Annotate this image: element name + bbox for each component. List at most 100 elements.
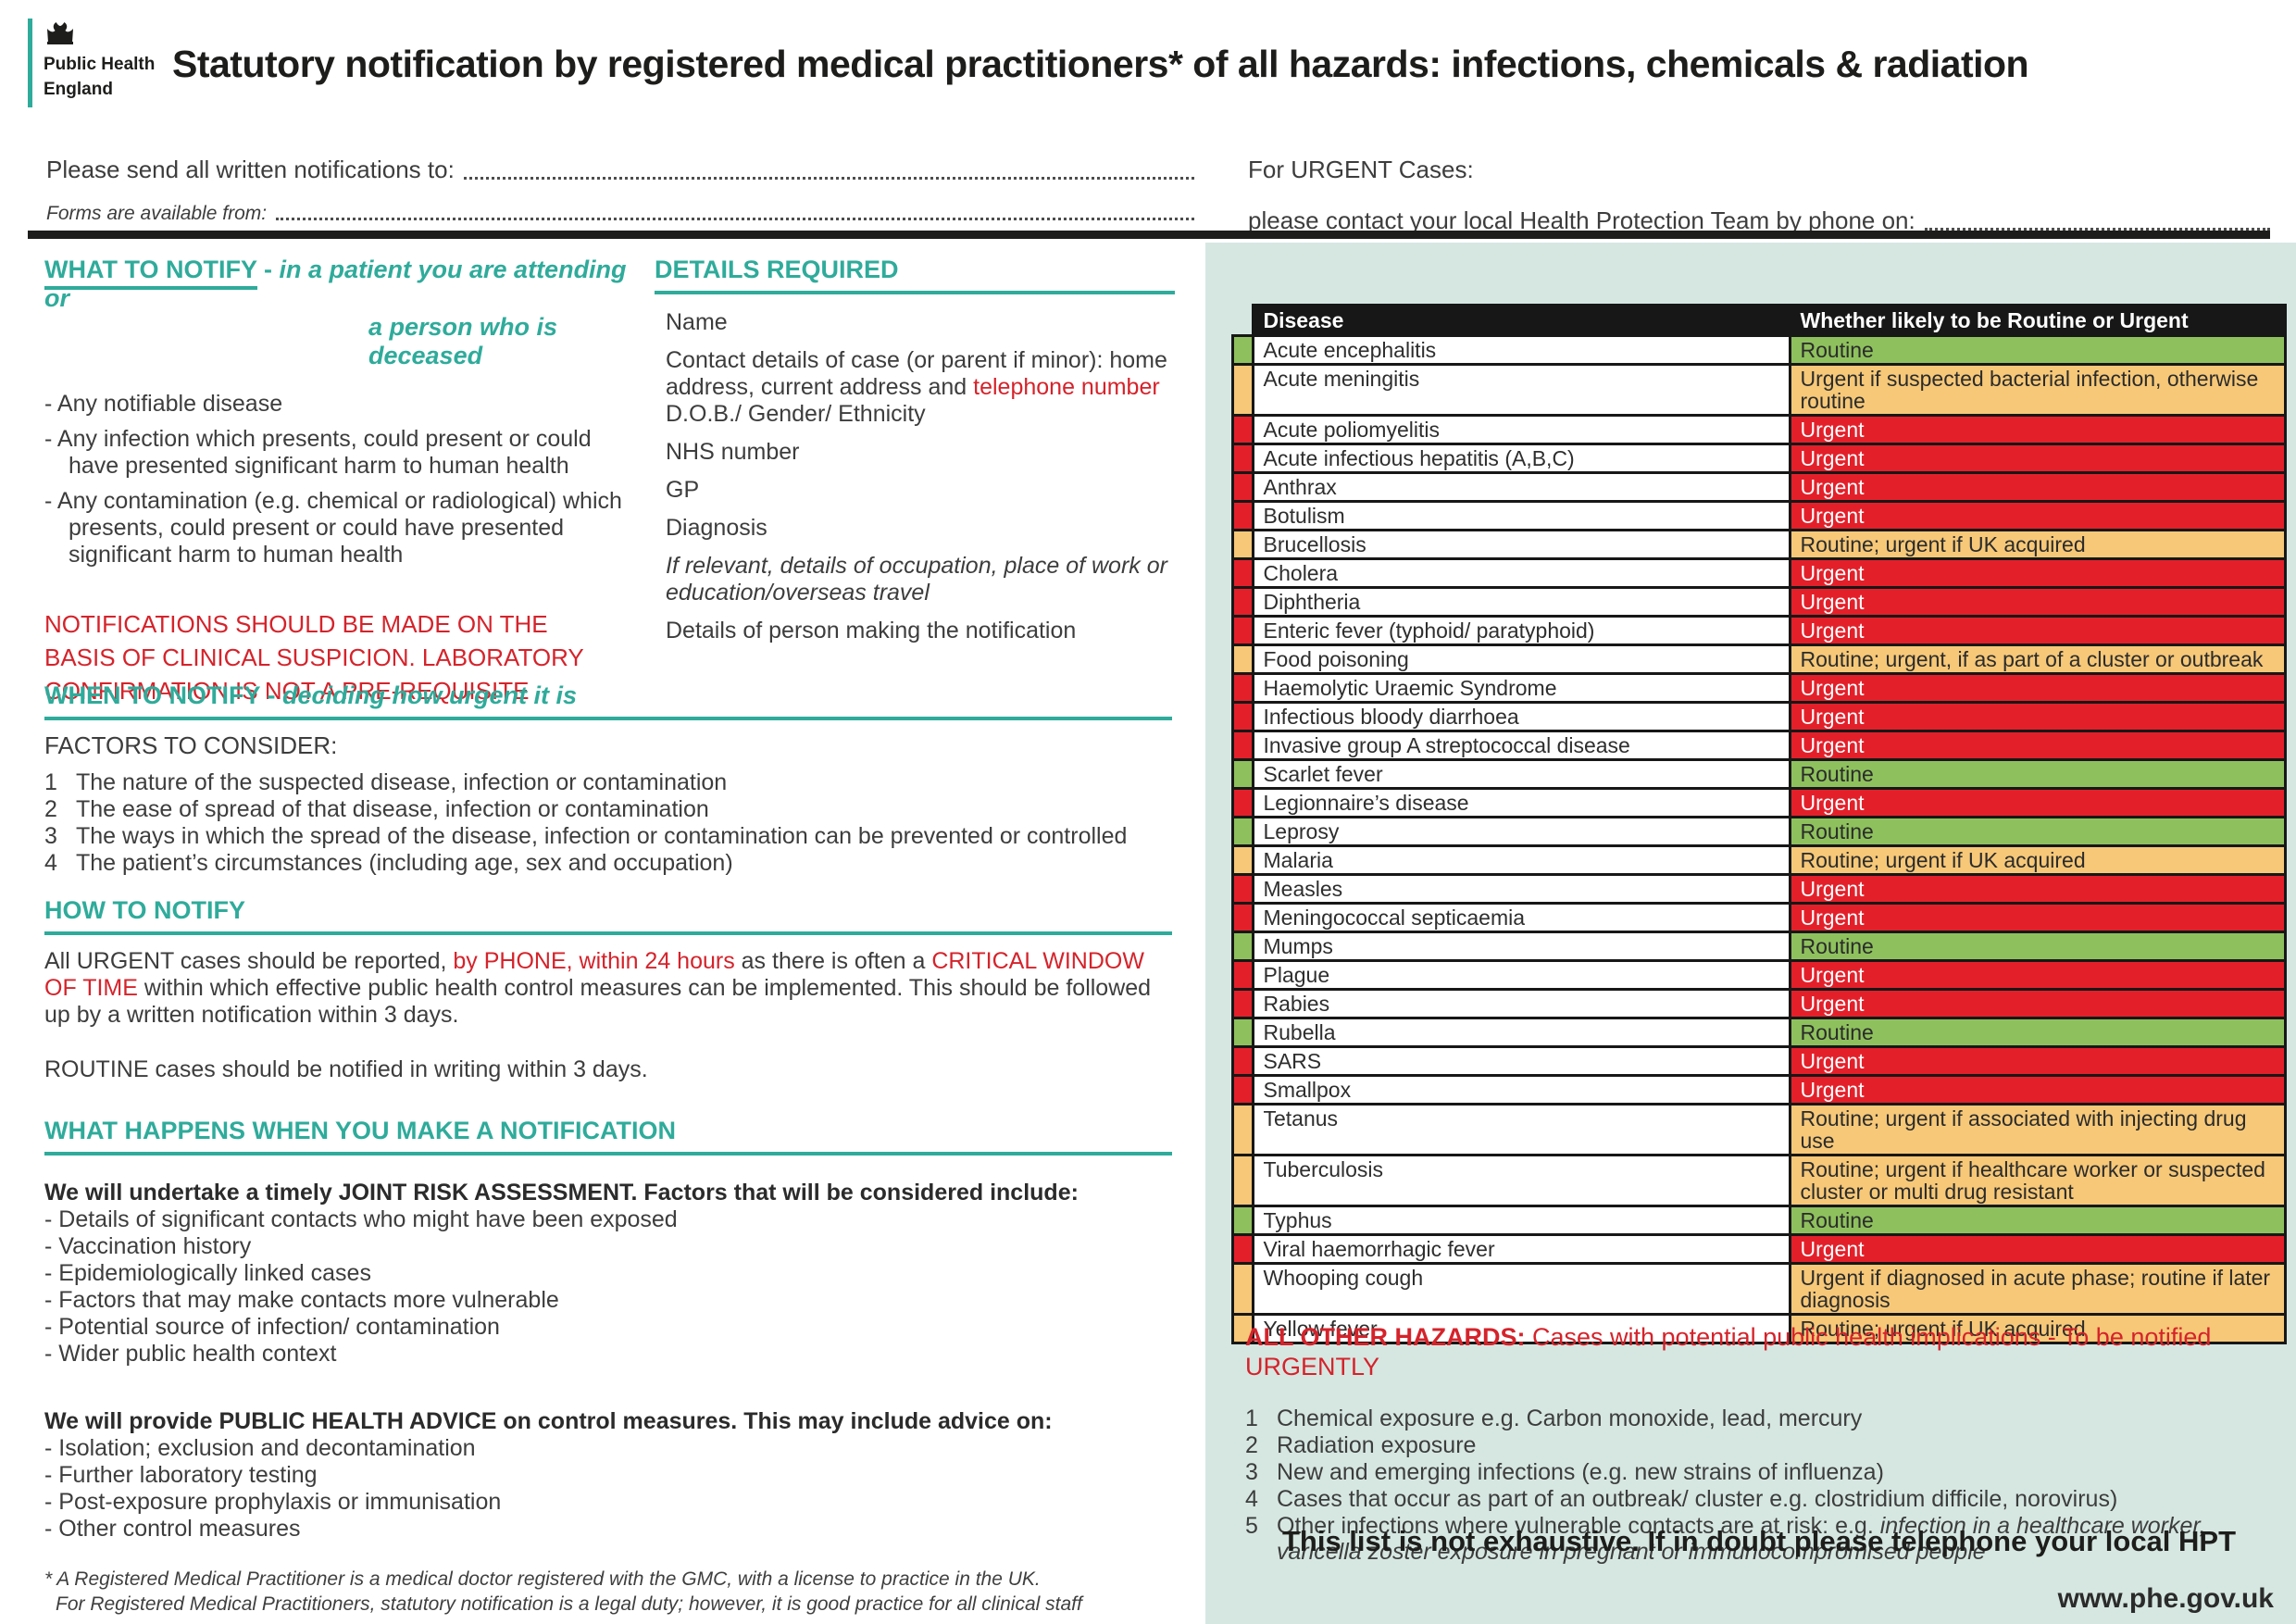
disease-cell: Malaria <box>1251 844 1791 876</box>
how-to-notify-heading: HOW TO NOTIFY <box>44 896 1172 935</box>
table-row: Acute meningitis Urgent if suspected bact… <box>1231 363 2287 417</box>
details-item-occupation: If relevant, details of occupation, plac… <box>666 553 1167 606</box>
urgent-cases-paragraph: All URGENT cases should be reported, by … <box>44 948 1152 1028</box>
disease-cell: Tetanus <box>1251 1103 1791 1156</box>
table-row: Acute encephalitis Routine <box>1231 334 2287 366</box>
crown-icon <box>44 20 182 49</box>
row-status-stub <box>1231 529 1254 560</box>
details-required-section: DETAILS REQUIRED Name Contact details of… <box>655 256 1175 656</box>
assessment-bullet: - Factors that may make contacts more vu… <box>44 1287 559 1313</box>
phe-website-link[interactable]: www.phe.gov.uk <box>2057 1583 2274 1614</box>
table-row: Whooping cough Urgent if diagnosed in acu… <box>1231 1262 2287 1316</box>
joint-risk-assessment-intro: We will undertake a timely JOINT RISK AS… <box>44 1180 1079 1206</box>
hazard-item: 5 Other infections where vulnerable conta… <box>1245 1513 2275 1565</box>
advice-bullet: - Post-exposure prophylaxis or immunisat… <box>44 1489 502 1515</box>
table-row: Acute infectious hepatitis (A,B,C) Urgent <box>1231 443 2287 474</box>
table-row: Malaria Routine; urgent if UK acquired <box>1231 844 2287 876</box>
status-cell: Urgent if suspected bacterial infection,… <box>1788 363 2287 417</box>
item-text: The nature of the suspected disease, inf… <box>76 769 728 795</box>
table-row: Yellow fever Routine; urgent if UK acquir… <box>1231 1313 2287 1344</box>
disease-cell: Acute encephalitis <box>1251 334 1791 366</box>
factors-list: 1 The nature of the suspected disease, in… <box>44 769 1172 877</box>
forms-line: Forms are available from: <box>46 203 1194 225</box>
disease-cell: Acute infectious hepatitis (A,B,C) <box>1251 443 1791 474</box>
disease-cell: Infectious bloody diarrhoea <box>1251 701 1791 732</box>
disease-cell: SARS <box>1251 1045 1791 1077</box>
assessment-bullet: - Potential source of infection/ contami… <box>44 1314 500 1340</box>
item-text: The ways in which the spread of the dise… <box>76 823 1128 849</box>
factor-item: 1 The nature of the suspected disease, in… <box>44 769 1172 796</box>
table-row: Haemolytic Uraemic Syndrome Urgent <box>1231 672 2287 704</box>
notify-bullet: - Any infection which presents, could pr… <box>44 426 592 479</box>
disease-cell: Food poisoning <box>1251 643 1791 675</box>
row-status-stub <box>1231 363 1254 417</box>
status-cell: Routine; urgent, if as part of a cluster… <box>1788 643 2287 675</box>
row-status-stub <box>1231 873 1254 905</box>
item-number: 3 <box>1245 1459 1258 1485</box>
table-row: Meningococcal septicaemia Urgent <box>1231 902 2287 933</box>
row-status-stub <box>1231 1233 1254 1265</box>
forms-label: Forms are available from: <box>46 203 268 224</box>
row-status-stub <box>1231 1313 1254 1344</box>
hazard-item: 4 Cases that occur as part of an outbreak… <box>1245 1486 2275 1512</box>
status-cell: Urgent <box>1788 471 2287 503</box>
status-cell: Urgent <box>1788 787 2287 818</box>
by-phone-highlight: by PHONE, within 24 hours <box>453 948 735 974</box>
disease-cell: Legionnaire’s disease <box>1251 787 1791 818</box>
item-number: 1 <box>1245 1405 1258 1431</box>
row-status-stub <box>1231 988 1254 1019</box>
table-row: Rabies Urgent <box>1231 988 2287 1019</box>
urgent-phone-line: please contact your local Health Protect… <box>1248 206 2270 235</box>
table-row: Scarlet fever Routine <box>1231 758 2287 790</box>
what-to-notify-section: WHAT TO NOTIFY - in a patient you are at… <box>44 256 644 707</box>
hazard-item: 2 Radiation exposure <box>1245 1432 2275 1458</box>
status-cell: Urgent <box>1788 873 2287 905</box>
advice-bullet: - Other control measures <box>44 1516 301 1542</box>
disease-cell: Whooping cough <box>1251 1262 1791 1316</box>
what-to-notify-subheading: a person who is deceased <box>368 313 558 369</box>
status-cell: Urgent <box>1788 1233 2287 1265</box>
row-status-stub <box>1231 787 1254 818</box>
what-happens-heading: WHAT HAPPENS WHEN YOU MAKE A NOTIFICATIO… <box>44 1117 1172 1156</box>
disease-column-header: Disease <box>1251 304 1791 337</box>
status-cell: Urgent <box>1788 557 2287 589</box>
disease-cell: Typhus <box>1251 1205 1791 1236</box>
disease-cell: Measles <box>1251 873 1791 905</box>
notify-bullet: - Any contamination (e.g. chemical or ra… <box>44 488 622 568</box>
row-status-stub <box>1231 816 1254 847</box>
row-status-stub <box>1231 730 1254 761</box>
disease-cell: Mumps <box>1251 931 1791 962</box>
item-text: Chemical exposure e.g. Carbon monoxide, … <box>1277 1405 1863 1431</box>
disease-cell: Acute meningitis <box>1251 363 1791 417</box>
phe-logo: Public Health England <box>28 19 182 107</box>
status-cell: Routine <box>1788 931 2287 962</box>
disease-cell: Anthrax <box>1251 471 1791 503</box>
disease-table: Disease Whether likely to be Routine or … <box>1231 304 2287 1344</box>
what-to-notify-heading: WHAT TO NOTIFY - in a patient you are at… <box>44 256 627 312</box>
table-row: Enteric fever (typhoid/ paratyphoid) Urge… <box>1231 615 2287 646</box>
status-cell: Routine <box>1788 758 2287 790</box>
disease-cell: Smallpox <box>1251 1074 1791 1106</box>
status-cell: Urgent <box>1788 443 2287 474</box>
table-row: Acute poliomyelitis Urgent <box>1231 414 2287 445</box>
item-number: 5 <box>1245 1513 1258 1539</box>
table-row: Viral haemorrhagic fever Urgent <box>1231 1233 2287 1265</box>
item-number: 1 <box>44 769 57 795</box>
row-status-stub <box>1231 1205 1254 1236</box>
page-title: Statutory notification by registered med… <box>172 43 2029 85</box>
written-notifications-block: Please send all written notifications to… <box>46 156 1194 225</box>
row-status-stub <box>1231 414 1254 445</box>
table-row: Infectious bloody diarrhoea Urgent <box>1231 701 2287 732</box>
row-status-stub <box>1231 844 1254 876</box>
status-cell: Routine; urgent if UK acquired <box>1788 529 2287 560</box>
status-cell: Urgent <box>1788 1045 2287 1077</box>
row-status-stub <box>1231 1103 1254 1156</box>
row-status-stub <box>1231 959 1254 991</box>
status-column-header: Whether likely to be Routine or Urgent <box>1788 304 2287 337</box>
status-cell: Urgent <box>1788 500 2287 531</box>
table-row: Rubella Routine <box>1231 1017 2287 1048</box>
send-to-line: Please send all written notifications to… <box>46 156 1194 184</box>
item-text: New and emerging infections (e.g. new st… <box>1277 1459 1884 1485</box>
status-cell: Urgent <box>1788 586 2287 618</box>
when-to-notify-heading: WHEN TO NOTIFY - deciding how urgent it … <box>44 681 1172 720</box>
